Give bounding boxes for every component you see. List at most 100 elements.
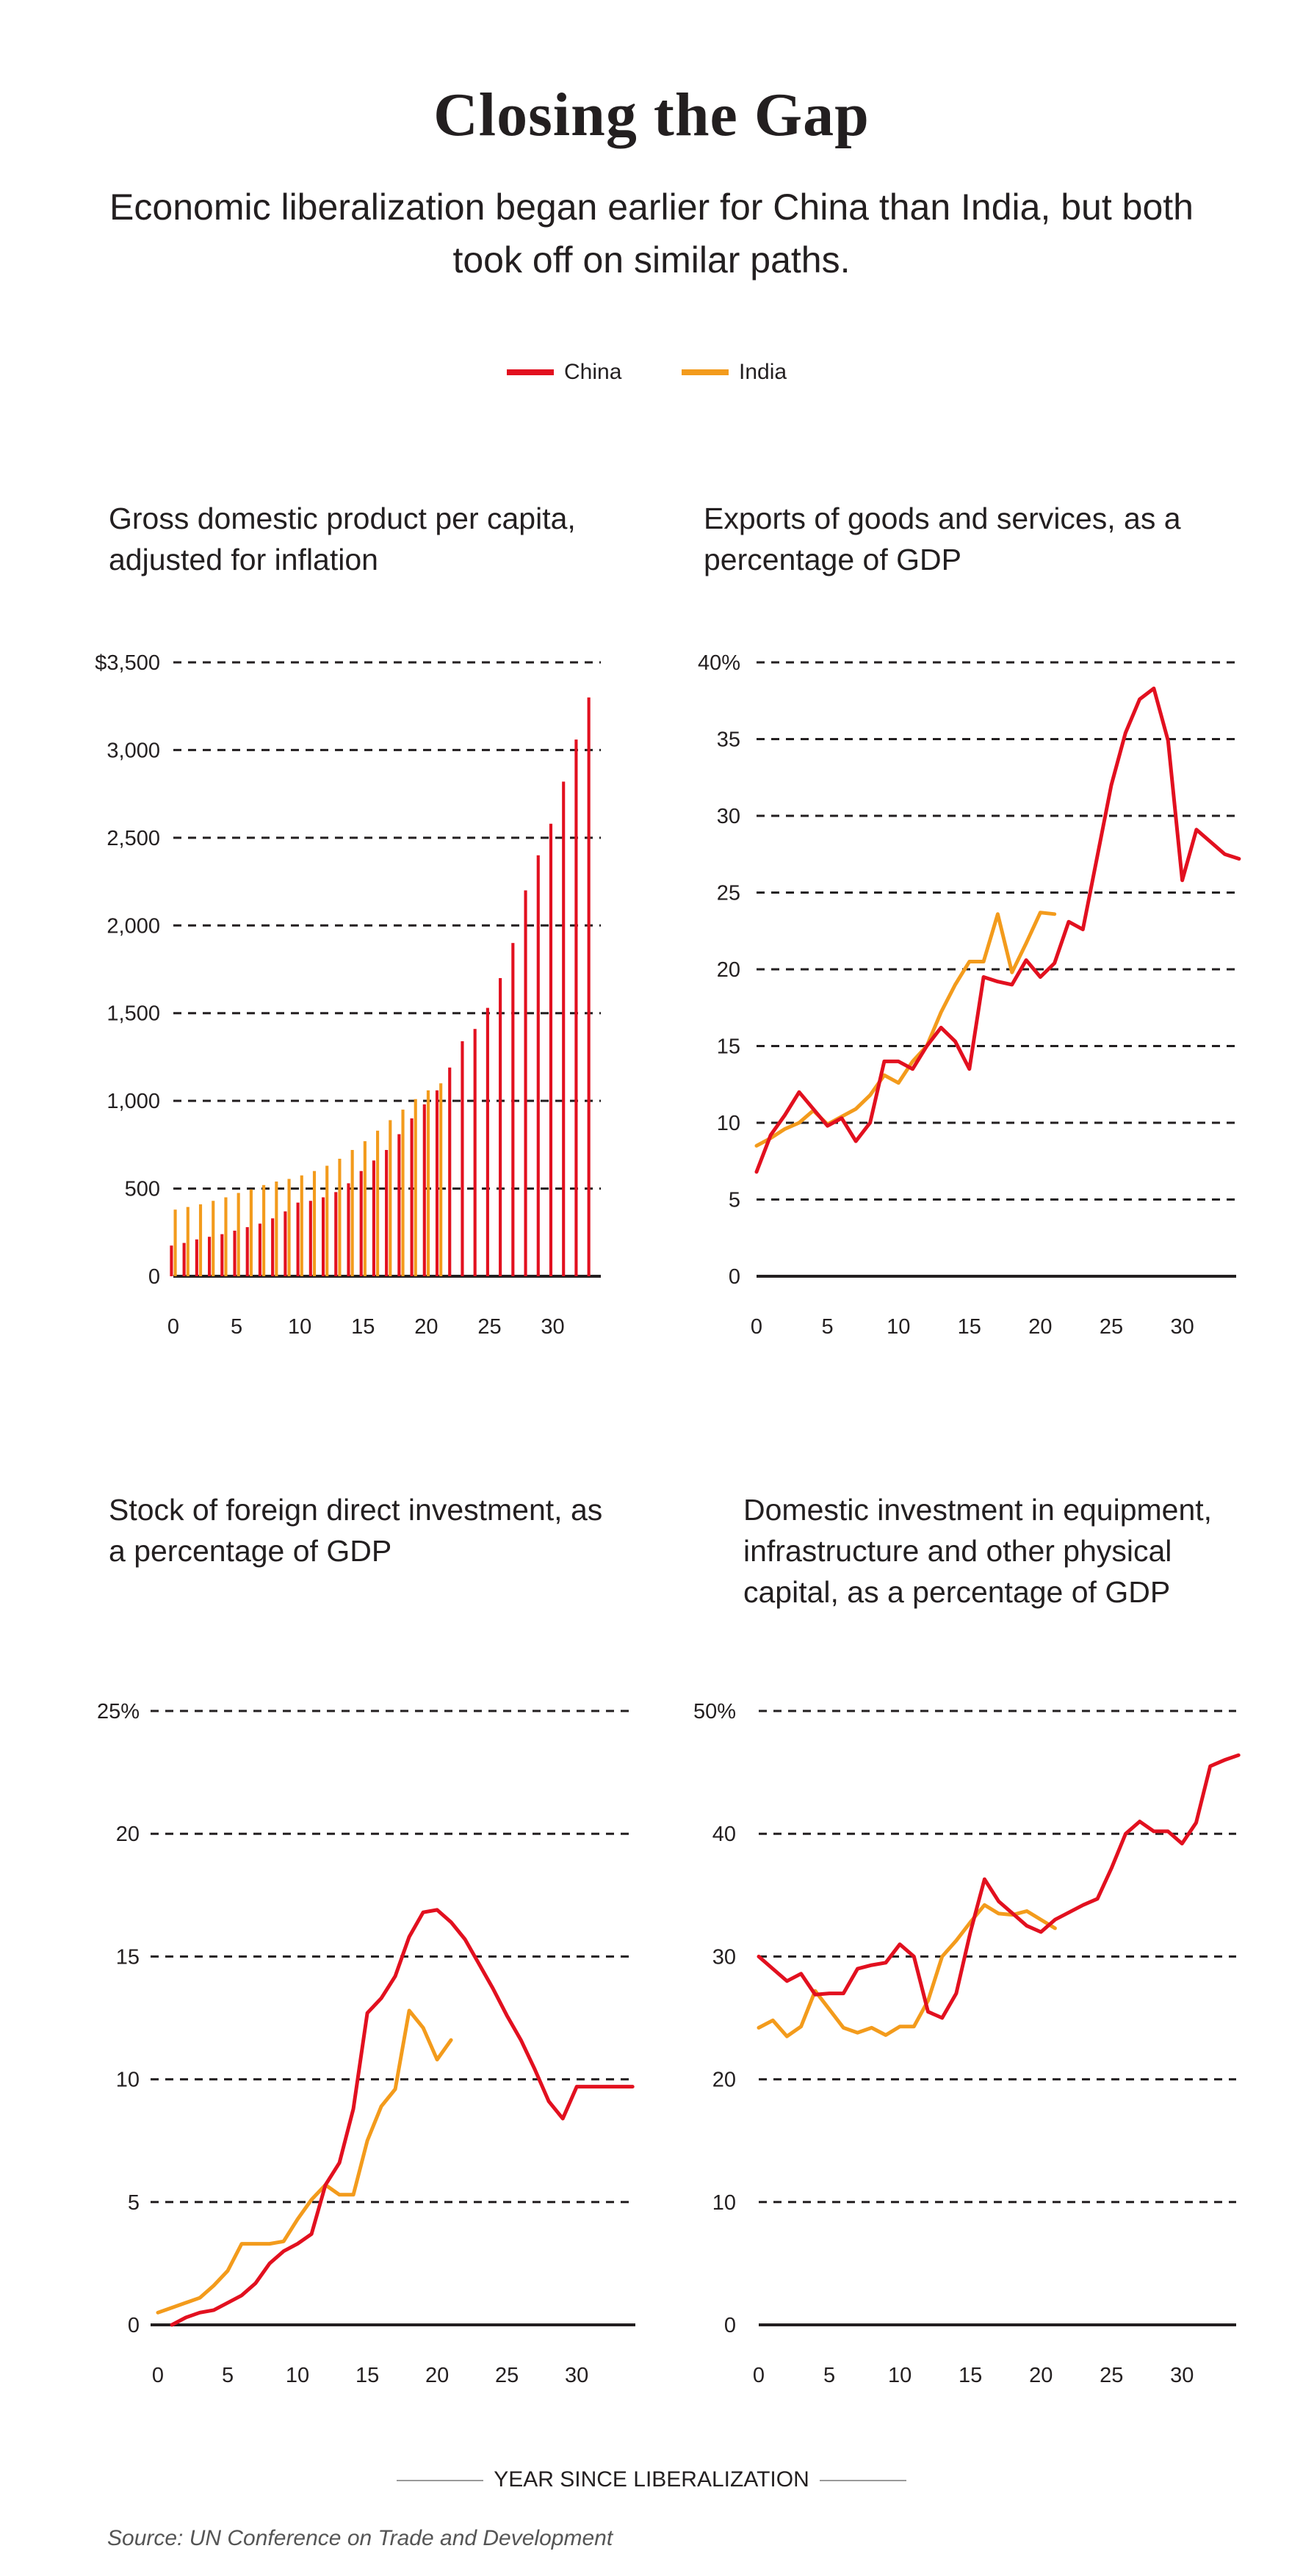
- bar-india: [401, 1110, 405, 1276]
- y-tick-label: 10: [717, 1112, 740, 1135]
- bar-india: [275, 1182, 278, 1276]
- panel-title-investment: Domestic investment in equipment, infras…: [743, 1493, 1213, 1609]
- x-tick-label: 0: [753, 2364, 765, 2387]
- bar-india: [262, 1184, 266, 1276]
- bar-china: [410, 1118, 414, 1276]
- legend-item-india: India: [682, 360, 787, 385]
- bar-china: [359, 1171, 363, 1276]
- y-tick-label: 2,500: [107, 827, 160, 850]
- y-tick-label: 35: [717, 728, 740, 752]
- bar-china: [397, 1134, 401, 1276]
- x-tick-label: 25: [1100, 2364, 1123, 2387]
- bar-india: [198, 1204, 203, 1276]
- x-tick-label: 10: [286, 2364, 309, 2387]
- y-tick-label: 1,500: [107, 1002, 160, 1026]
- x-tick-label: 25: [495, 2364, 519, 2387]
- y-tick-label: 15: [116, 1945, 140, 1969]
- bar-china: [321, 1197, 325, 1276]
- y-tick-label: 10: [712, 2191, 736, 2215]
- panel-title-exports: Exports of goods and services, as a perc…: [704, 502, 1181, 576]
- caption-rule-right: [819, 2480, 906, 2482]
- bar-china: [195, 1239, 198, 1276]
- bar-india: [426, 1090, 430, 1276]
- y-tick-label: 5: [729, 1189, 740, 1212]
- x-tick-label: 15: [355, 2364, 379, 2387]
- page-subtitle: Economic liberalization began earlier fo…: [109, 187, 1194, 281]
- bar-india: [338, 1158, 342, 1276]
- y-tick-label: 20: [712, 2069, 736, 2092]
- bar-china: [385, 1150, 389, 1276]
- legend: China India: [0, 360, 1303, 397]
- bar-china: [448, 1067, 452, 1276]
- chart-gdp-per-capita: 0 500 1,000 1,500 2,000 2,500 3,000 $3,500 0 5 10 1…: [95, 651, 601, 1339]
- y-tick-label: $3,500: [95, 651, 160, 675]
- bar-china: [170, 1245, 173, 1276]
- bar-china: [473, 1029, 477, 1276]
- bar-china: [233, 1230, 237, 1276]
- x-tick-label: 25: [1100, 1315, 1123, 1339]
- bar-india: [212, 1201, 215, 1276]
- legend-item-china: China: [507, 360, 621, 385]
- bar-india: [350, 1150, 354, 1276]
- x-tick-label: 15: [958, 1315, 981, 1339]
- bar-india: [287, 1179, 291, 1276]
- bar-china: [182, 1242, 186, 1276]
- x-tick-label: 25: [477, 1315, 501, 1339]
- bar-china: [486, 1007, 489, 1276]
- bar-china: [422, 1104, 426, 1276]
- y-tick-label: 20: [116, 1823, 140, 1846]
- bar-india: [389, 1120, 392, 1276]
- x-tick-label: 0: [167, 1315, 179, 1339]
- y-tick-label: 5: [128, 2191, 140, 2215]
- bar-china: [511, 943, 515, 1276]
- panel-title-fdi: Stock of foreign direct investment, as a…: [109, 1493, 603, 1568]
- bar-china: [461, 1041, 464, 1276]
- bar-china: [208, 1237, 212, 1276]
- bar-india: [325, 1165, 329, 1276]
- y-tick-label: 40: [712, 1823, 736, 1846]
- source-note: Source: UN Conference on Trade and Devel…: [107, 2526, 613, 2550]
- y-tick-label: 0: [729, 1265, 740, 1289]
- x-axis-caption: YEAR SINCE LIBERALIZATION: [0, 2467, 1303, 2492]
- chart-exports: 0 5 10 15 20 25 30 35 40% 0 5 10 15 20 25 30: [698, 651, 1241, 1339]
- x-tick-label: 10: [288, 1315, 311, 1339]
- x-tick-label: 10: [888, 2364, 912, 2387]
- bar-china: [271, 1218, 275, 1276]
- x-tick-label: 0: [751, 1315, 762, 1339]
- y-tick-label: 25%: [97, 1700, 140, 1723]
- legend-swatch-china: [507, 369, 554, 375]
- x-tick-label: 5: [231, 1315, 242, 1339]
- x-tick-label: 30: [565, 2364, 588, 2387]
- y-tick-label: 25: [717, 882, 740, 905]
- bar-china: [562, 781, 566, 1276]
- x-tick-label: 5: [823, 2364, 835, 2387]
- x-tick-label: 20: [425, 2364, 449, 2387]
- y-tick-label: 3,000: [107, 739, 160, 762]
- legend-swatch-india: [682, 369, 729, 375]
- bar-india: [414, 1099, 417, 1276]
- caption-rule-left: [397, 2480, 484, 2482]
- x-tick-label: 30: [541, 1315, 564, 1339]
- x-tick-label: 5: [822, 1315, 834, 1339]
- y-tick-label: 30: [717, 805, 740, 828]
- line-india: [754, 911, 1057, 1148]
- bar-china: [536, 855, 540, 1276]
- line-china: [757, 1753, 1241, 2020]
- x-axis-caption-text: YEAR SINCE LIBERALIZATION: [494, 2467, 809, 2492]
- bar-china: [334, 1192, 338, 1276]
- y-tick-label: 0: [128, 2314, 140, 2337]
- x-tick-label: 30: [1170, 1315, 1194, 1339]
- chart-fdi-stock: 0 5 10 15 20 25% 0 5 10 15 20 25 30: [97, 1700, 635, 2387]
- y-tick-label: 0: [148, 1265, 160, 1289]
- chart-domestic-investment: 0 10 20 30 40 50% 0 5 10 15 20 25 30: [693, 1700, 1241, 2387]
- line-china: [170, 1908, 635, 2327]
- bar-india: [249, 1189, 253, 1276]
- x-tick-label: 10: [887, 1315, 910, 1339]
- bar-china: [284, 1211, 287, 1276]
- line-china: [754, 687, 1241, 1174]
- bar-china: [574, 739, 578, 1276]
- x-tick-label: 15: [959, 2364, 982, 2387]
- legend-label-india: India: [739, 360, 787, 384]
- x-tick-label: 20: [414, 1315, 438, 1339]
